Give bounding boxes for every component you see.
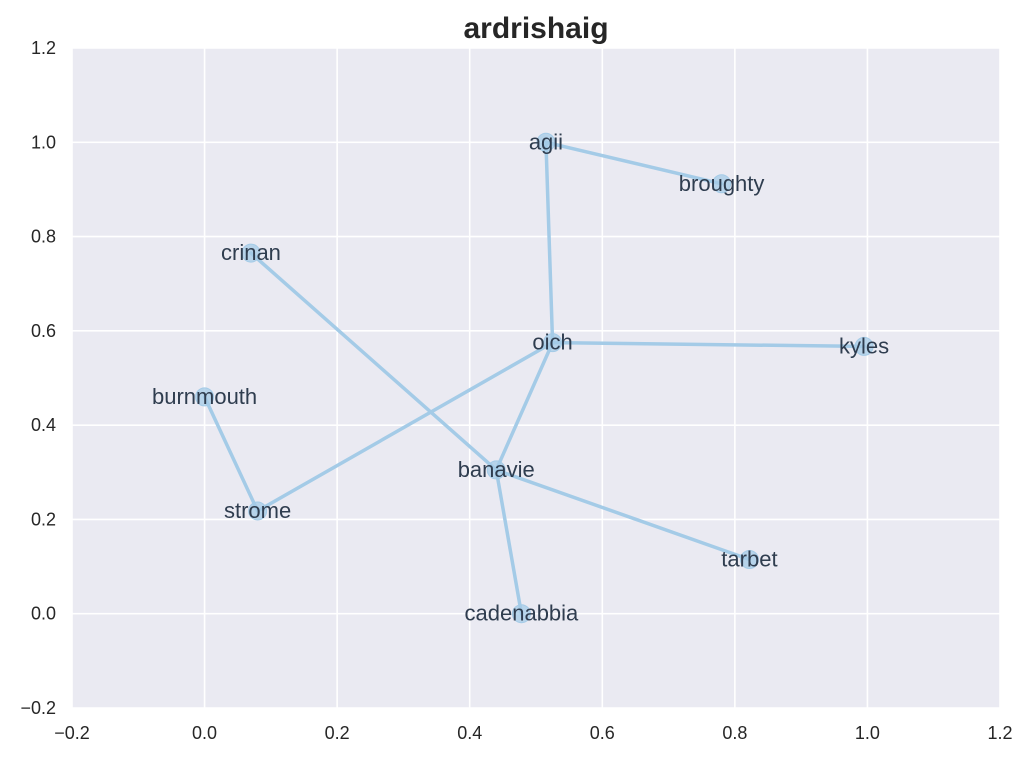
y-tick-label: 0.8 [31, 227, 56, 247]
node-label-agii: agii [529, 129, 563, 154]
node-label-kyles: kyles [839, 333, 889, 358]
y-tick-labels: −0.2 0.0 0.2 0.4 0.6 0.8 1.0 1.2 [20, 38, 56, 718]
nodes [195, 132, 874, 624]
y-tick-label: 0.0 [31, 604, 56, 624]
chart-title: ardrishaig [463, 12, 608, 45]
node-label-strome: strome [224, 498, 291, 523]
node-label-tarbet: tarbet [721, 547, 777, 572]
edge-agii-oich [544, 140, 555, 345]
node-crinan [241, 243, 261, 263]
x-tick-label: 1.0 [855, 723, 880, 743]
node-burnmouth [195, 387, 215, 407]
edge-banavie-cadenabbia [494, 468, 524, 616]
node-tarbet [739, 550, 759, 569]
node-label-banavie: banavie [458, 457, 535, 482]
y-tick-label: 1.2 [31, 38, 56, 58]
x-tick-label: 1.2 [987, 723, 1012, 743]
node-kyles [854, 336, 874, 356]
node-agii [536, 132, 556, 152]
edge-oich-strome [255, 340, 555, 513]
edge-oich-banavie [494, 340, 555, 472]
node-strome [248, 501, 268, 521]
node-banavie [486, 460, 506, 480]
x-tick-labels: −0.2 0.0 0.2 0.4 0.6 0.8 1.0 1.2 [54, 723, 1012, 743]
y-tick-label: 1.0 [31, 132, 56, 152]
edge-burnmouth-strome [202, 395, 260, 513]
node-label-cadenabbia: cadenabbia [465, 601, 580, 626]
x-tick-label: 0.6 [590, 723, 615, 743]
edge-oich-kyles [550, 340, 866, 349]
node-label-oich: oich [532, 330, 572, 355]
x-tick-label: 0.4 [457, 723, 482, 743]
node-labels: agii broughty crinan oich kyles burnmouth bana… [152, 129, 889, 625]
y-tick-label: 0.6 [31, 321, 56, 341]
node-label-broughty: broughty [679, 171, 765, 196]
y-tick-label: −0.2 [20, 698, 56, 718]
edge-crinan-banavie [249, 251, 498, 472]
x-tick-label: 0.2 [325, 723, 350, 743]
x-tick-label: 0.0 [192, 723, 217, 743]
node-oich [543, 333, 563, 353]
grid-lines [71, 47, 1001, 709]
node-cadenabbia [511, 604, 531, 624]
edges [202, 140, 866, 616]
x-tick-label: 0.8 [722, 723, 747, 743]
edge-banavie-tarbet [494, 468, 752, 562]
y-tick-label: 0.2 [31, 509, 56, 529]
y-tick-label: 0.4 [31, 415, 56, 435]
node-broughty [712, 174, 732, 194]
node-label-crinan: crinan [221, 240, 281, 265]
node-label-burnmouth: burnmouth [152, 384, 257, 409]
x-tick-label: −0.2 [54, 723, 90, 743]
edge-agii-broughty [544, 140, 724, 186]
